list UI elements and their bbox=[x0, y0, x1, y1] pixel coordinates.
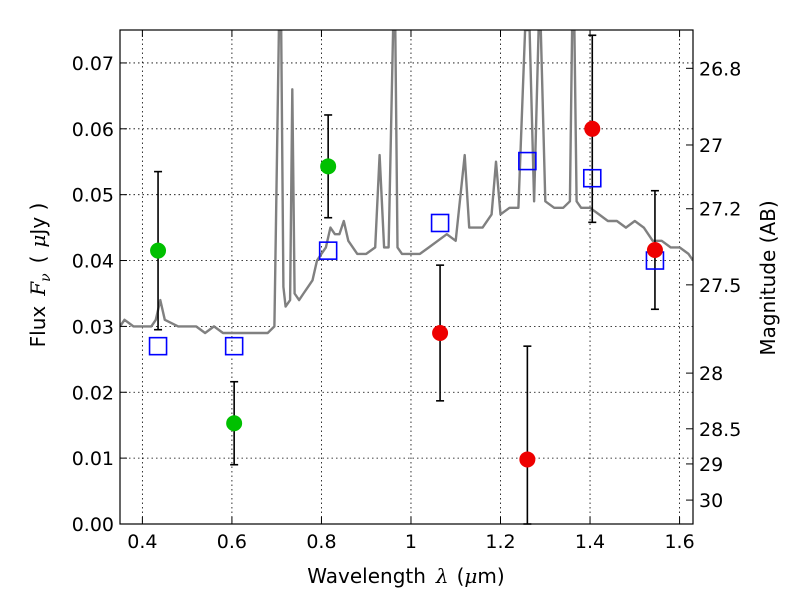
x-axis-label-text: Wavelength bbox=[307, 564, 426, 588]
y-tick-label: 0.03 bbox=[72, 316, 114, 338]
observed-red-point bbox=[646, 241, 663, 258]
y-axis-label-text: Flux bbox=[26, 306, 50, 348]
model-photometry-square bbox=[148, 336, 168, 356]
y-axis-label: Flux Fν ( μJy ) bbox=[26, 203, 54, 348]
y2-tick-label: 28.5 bbox=[699, 419, 741, 441]
model-photometry-square bbox=[224, 336, 244, 356]
y-tick-label: 0.06 bbox=[72, 119, 114, 141]
observed-green-point bbox=[320, 158, 337, 175]
y-axis-label-symbol: F bbox=[26, 281, 50, 297]
observed-red-point bbox=[432, 324, 449, 341]
y2-tick-label: 28 bbox=[699, 363, 723, 385]
x-tick-label: 0.8 bbox=[306, 531, 336, 553]
x-axis-label-unit-mu: μ bbox=[464, 564, 477, 588]
observed-red-point bbox=[584, 120, 601, 137]
y2-tick-label: 27.2 bbox=[699, 199, 741, 221]
marker-layer bbox=[148, 120, 665, 468]
grid-lines bbox=[120, 30, 693, 525]
y2-tick-label: 30 bbox=[699, 490, 723, 512]
observed-green-point bbox=[150, 242, 167, 259]
x-axis-label-unit-rest: m) bbox=[477, 564, 504, 588]
x-axis-label-unit-open: ( bbox=[457, 564, 465, 588]
model-photometry-square bbox=[430, 213, 450, 233]
plot-frame bbox=[119, 29, 694, 525]
x-tick-label: 1.4 bbox=[575, 531, 605, 553]
y2-tick-label: 27.5 bbox=[699, 275, 741, 297]
x-axis-label-symbol: λ bbox=[435, 564, 449, 588]
model-photometry-square bbox=[582, 168, 602, 188]
y-tick-label: 0.07 bbox=[72, 53, 114, 75]
observed-green-point bbox=[226, 415, 243, 432]
x-tick-label: 0.4 bbox=[127, 531, 157, 553]
y-axis-label-unit-mu: μ bbox=[26, 235, 50, 248]
y-tick-label: 0.05 bbox=[72, 185, 114, 207]
y2-tick-label: 27 bbox=[699, 135, 723, 157]
y2-axis-label: Magnitude (AB) bbox=[756, 200, 780, 355]
errorbar-layer bbox=[154, 34, 659, 525]
y-axis-label-unit-open: ( bbox=[26, 256, 50, 264]
spectrum-layer bbox=[120, 30, 693, 335]
x-tick-label: 0.6 bbox=[217, 531, 247, 553]
y-tick-label: 0.00 bbox=[72, 514, 114, 536]
y2-tick-label: 29 bbox=[699, 454, 723, 476]
y-axis-label-subscript: ν bbox=[38, 273, 54, 282]
y-tick-label: 0.02 bbox=[72, 382, 114, 404]
y-axis-label-unit-rest: Jy ) bbox=[26, 203, 50, 237]
x-axis-label: Wavelength λ (μm) bbox=[307, 564, 504, 588]
x-tick-label: 1 bbox=[405, 531, 417, 553]
observed-red-point bbox=[519, 451, 536, 468]
y2-tick-label: 26.8 bbox=[699, 58, 741, 80]
y-tick-label: 0.04 bbox=[72, 251, 114, 273]
spectrum-line bbox=[120, 30, 693, 335]
y-tick-label: 0.01 bbox=[72, 448, 114, 470]
x-tick-label: 1.2 bbox=[485, 531, 515, 553]
model-photometry-square bbox=[518, 151, 537, 171]
axis-ticks: 0.4 0.6 0.8 1 1.2 1.4 1.6 0.00 0.01 0.02 0.03 0.04 0… bbox=[72, 30, 741, 553]
x-tick-label: 1.6 bbox=[664, 531, 694, 553]
model-photometry-square bbox=[318, 241, 338, 260]
